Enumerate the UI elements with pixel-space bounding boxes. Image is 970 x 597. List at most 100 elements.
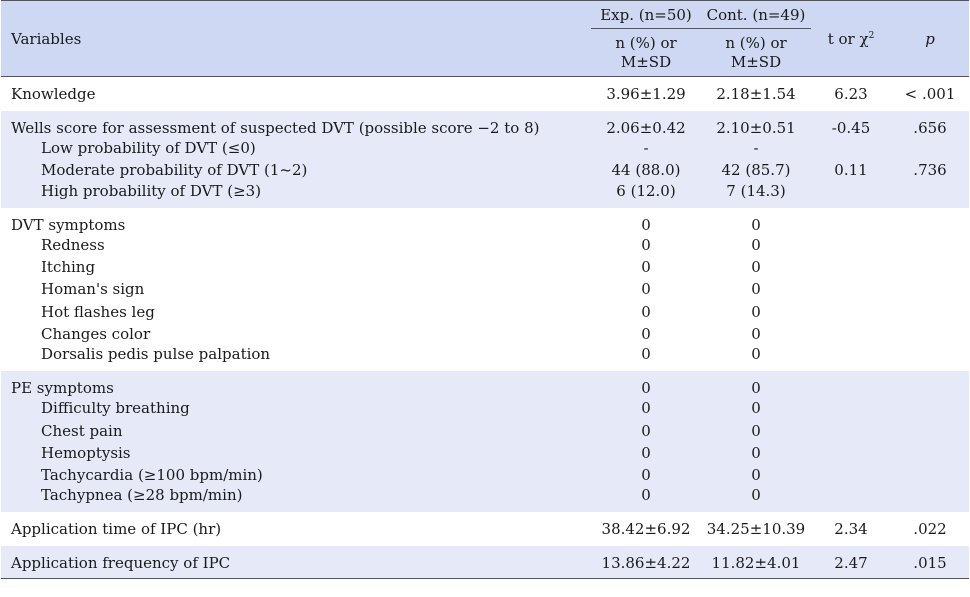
- header-exp-sub-line1: n (%) or: [615, 33, 677, 52]
- header-t-superscript: 2: [868, 30, 875, 41]
- table-row: Changes color 0 0: [1, 322, 969, 346]
- cell-exp: 13.86±4.22: [591, 546, 701, 580]
- cell-exp: 0: [641, 302, 651, 321]
- cell-exp: 0: [641, 466, 651, 485]
- cell-exp: 6 (12.0): [616, 181, 676, 200]
- cell-cont: 0: [751, 486, 761, 505]
- cell-t-value: [811, 419, 891, 441]
- header-variables: Variables: [1, 0, 591, 77]
- table-row: High probability of DVT (≥3) 6 (12.0) 7 (1…: [1, 181, 969, 208]
- cell-cont: 0: [751, 379, 761, 398]
- header-exp-group: Exp. (n=50): [591, 0, 701, 29]
- cell-p-value: [891, 300, 969, 322]
- cell-exp: 0: [641, 215, 651, 234]
- cell-p-value: [891, 208, 969, 234]
- cell-variable: Difficulty breathing: [41, 399, 190, 418]
- table-row: Difficulty breathing 0 0: [1, 397, 969, 420]
- cell-cont: 0: [751, 443, 761, 462]
- table-row: DVT symptoms 0 0: [1, 207, 969, 234]
- cell-exp: 44 (88.0): [611, 161, 681, 180]
- cell-variable: Chest pain: [41, 421, 123, 440]
- cell-variable: Tachycardia (≥100 bpm/min): [41, 466, 263, 485]
- table-row: Hot flashes leg 0 0: [1, 300, 969, 323]
- cell-cont: 0: [751, 466, 761, 485]
- cell-t-value: [811, 300, 891, 322]
- header-cont-sub: n (%) or M±SD: [701, 28, 811, 77]
- table-row: Chest pain 0 0: [1, 419, 969, 442]
- cell-t-value: [811, 397, 891, 419]
- header-p: p: [891, 0, 969, 77]
- table-row: Moderate probability of DVT (1~2) 44 (88.…: [1, 159, 969, 182]
- header-cont-sub-line1: n (%) or: [725, 33, 787, 52]
- cell-cont: 0: [751, 280, 761, 299]
- cell-cont: 42 (85.7): [721, 161, 791, 180]
- header-cont-sub-line2: M±SD: [730, 52, 782, 71]
- cell-cont: 0: [751, 258, 761, 277]
- cell-t-value: [811, 278, 891, 300]
- table-row: Itching 0 0: [1, 255, 969, 279]
- cell-p-value: [891, 419, 969, 441]
- cell-variable: High probability of DVT (≥3): [41, 181, 262, 200]
- cell-exp: 0: [641, 280, 651, 299]
- cell-t-value: 6.23: [834, 85, 868, 103]
- header-t-label: t or χ: [827, 29, 869, 48]
- table-row: Hemoptysis 0 0: [1, 441, 969, 464]
- cell-t-value: [811, 442, 891, 464]
- cell-cont: 0: [751, 235, 761, 254]
- cell-p-value: [891, 442, 969, 464]
- cell-exp: 0: [641, 399, 651, 418]
- cell-variable: Tachypnea (≥28 bpm/min): [41, 486, 243, 505]
- cell-variable: Redness: [41, 235, 105, 254]
- cell-p-value: [891, 323, 969, 345]
- cell-exp: 0: [641, 324, 651, 343]
- cell-exp: 3.96±1.29: [606, 85, 686, 103]
- table-row: Application frequency of IPC 13.86±4.22 11…: [1, 546, 969, 580]
- cell-exp: 0: [641, 486, 651, 505]
- cell-p-value: .015: [891, 546, 969, 580]
- results-table: Variables Exp. (n=50) Cont. (n=49) t or …: [1, 0, 969, 580]
- cell-exp: 0: [641, 235, 651, 254]
- cell-variable: Application time of IPC (hr): [11, 520, 222, 539]
- cell-p-value: .022: [913, 520, 947, 539]
- cell-cont: 0: [751, 302, 761, 321]
- cell-exp: -: [643, 139, 649, 158]
- cell-t-value: [811, 323, 891, 345]
- table-row: Low probability of DVT (≤0) - -: [1, 137, 969, 160]
- cell-cont: 0: [751, 345, 761, 364]
- cell-p-value: [891, 278, 969, 300]
- cell-cont: 2.10±0.51: [716, 119, 796, 137]
- cell-p-value: [891, 256, 969, 278]
- table-row: Application time of IPC (hr) 38.42±6.92 34…: [1, 512, 969, 547]
- cell-p-value: [891, 486, 969, 512]
- table-row: Tachycardia (≥100 bpm/min) 0 0: [1, 463, 969, 487]
- cell-t-value: [811, 345, 891, 371]
- header-cont-group: Cont. (n=49): [701, 0, 811, 29]
- cell-variable: Wells score for assessment of suspected …: [11, 119, 540, 137]
- header-t-chi2: t or χ2: [811, 0, 891, 77]
- cell-variable: Application frequency of IPC: [1, 546, 591, 580]
- cell-cont: 0: [751, 399, 761, 418]
- cell-t-value: [811, 182, 891, 208]
- cell-p-value: [891, 371, 969, 397]
- cell-t-value: [811, 208, 891, 234]
- cell-variable: Itching: [41, 258, 96, 277]
- cell-p-value: [891, 182, 969, 208]
- cell-p-value: .736: [913, 161, 947, 180]
- cell-exp: 0: [641, 443, 651, 462]
- header-exp-sub: n (%) or M±SD: [591, 28, 701, 77]
- cell-p-value: .656: [913, 119, 947, 137]
- cell-variable: Hemoptysis: [41, 443, 131, 462]
- cell-p-value: [891, 397, 969, 419]
- table-row: Dorsalis pedis pulse palpation 0 0: [1, 345, 969, 372]
- cell-exp: 0: [641, 345, 651, 364]
- cell-t-value: 2.34: [834, 520, 868, 539]
- cell-variable: Changes color: [41, 324, 151, 343]
- cell-t-value: [811, 234, 891, 256]
- cell-p-value: [891, 137, 969, 159]
- cell-t-value: [811, 256, 891, 278]
- cell-t-value: [811, 464, 891, 486]
- cell-variable: Homan's sign: [41, 280, 145, 299]
- cell-exp: 38.42±6.92: [601, 520, 691, 539]
- cell-p-value: [891, 345, 969, 371]
